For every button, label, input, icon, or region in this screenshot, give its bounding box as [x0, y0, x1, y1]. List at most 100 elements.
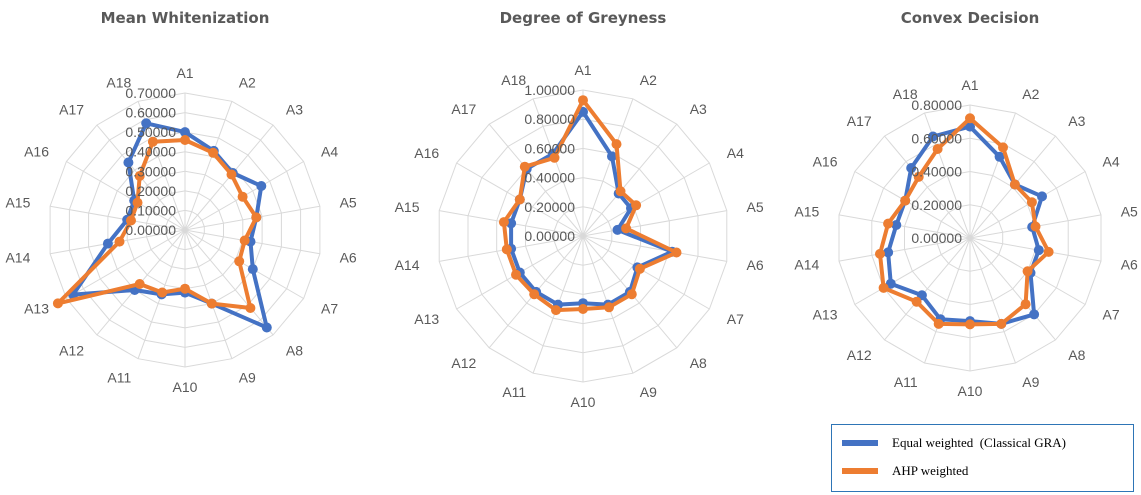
category-label: A7	[727, 311, 744, 327]
data-point-ahp-A12	[911, 296, 922, 307]
data-point-equal-A5	[612, 224, 623, 235]
grid-spoke	[532, 98, 584, 237]
category-label: A3	[1068, 113, 1085, 129]
legend-item-ahp-weighted: AHP weighted	[842, 461, 968, 481]
data-point-ahp-A9	[206, 298, 217, 309]
data-point-ahp-A15	[126, 215, 136, 226]
grid-spoke	[969, 237, 1056, 341]
category-label: A13	[414, 311, 439, 327]
radar-chart-3: Convex Decision A1 A2 A3 A4 A5 A6 A7 A8 A9 A10 A11 A…	[794, 9, 1138, 399]
category-label: A11	[107, 370, 131, 386]
legend: Equal weighted (Classical GRA) AHP weigh…	[831, 424, 1134, 492]
data-point-ahp-A2	[998, 142, 1008, 153]
category-label: A16	[414, 145, 439, 161]
data-point-ahp-A10	[965, 319, 975, 330]
chart-title: Convex Decision	[901, 9, 1040, 27]
grid-spoke	[184, 229, 304, 299]
category-label: A1	[176, 65, 193, 81]
category-label: A12	[451, 355, 476, 371]
category-label: A10	[958, 383, 983, 399]
tick-label: 0.70000	[125, 85, 176, 101]
category-label: A6	[747, 257, 764, 273]
data-point-ahp-A13	[511, 269, 521, 280]
data-point-equal-A14	[883, 247, 894, 258]
category-label: A11	[894, 374, 918, 390]
category-label: A4	[321, 144, 338, 160]
data-point-ahp-A5	[251, 212, 262, 223]
grid-spoke	[884, 237, 971, 341]
tick-label: 0.80000	[524, 111, 575, 127]
tick-label: 0.20000	[524, 199, 575, 215]
data-point-ahp-A6	[239, 235, 250, 246]
data-point-equal-A7	[247, 264, 258, 275]
category-label: A15	[794, 203, 819, 219]
grid-spoke	[838, 237, 971, 262]
data-point-ahp-A4	[631, 200, 642, 211]
tick-label: 0.40000	[524, 170, 575, 186]
data-point-ahp-A9	[996, 318, 1007, 329]
grid-spoke	[582, 210, 727, 237]
grid-spoke	[66, 161, 186, 231]
category-label: A7	[1103, 307, 1120, 323]
tick-label: 0.60000	[524, 140, 575, 156]
data-point-ahp-A6	[1043, 246, 1054, 257]
category-label: A11	[502, 384, 526, 400]
data-point-equal-A8	[1029, 309, 1040, 320]
grid-spoke	[184, 229, 274, 336]
tick-label: 0.20000	[911, 197, 962, 213]
data-point-ahp-A18	[932, 144, 943, 154]
radar-chart-2: Degree of Greyness A1 A2 A3 A4 A5 A6 A7 A8 A9 A10 A…	[395, 9, 764, 410]
data-point-ahp-A17	[519, 161, 530, 172]
data-point-ahp-A8	[245, 303, 256, 313]
data-point-ahp-A2	[611, 139, 622, 150]
data-point-equal-A18	[141, 118, 152, 129]
chart-title: Mean Whitenization	[101, 9, 270, 27]
grid-spoke	[582, 123, 678, 237]
radar-chart-1: Mean Whitenization A1 A2 A3 A4 A5 A6 A7 A8 A9 A10 A…	[5, 9, 356, 395]
legend-label-ahp-weighted: AHP weighted	[892, 463, 969, 478]
data-point-equal-A1	[965, 121, 975, 132]
tick-label: 0.40000	[125, 144, 176, 160]
tick-label: 0.80000	[911, 97, 962, 113]
category-label: A5	[340, 195, 357, 211]
category-label: A13	[24, 301, 49, 317]
data-point-ahp-A14	[114, 236, 125, 247]
grid-spoke	[854, 237, 971, 305]
category-label: A12	[847, 347, 872, 363]
category-label: A4	[727, 145, 744, 161]
data-point-ahp-A11	[551, 305, 561, 316]
category-label: A18	[501, 72, 526, 88]
data-point-equal-A17	[123, 157, 134, 168]
data-point-ahp-A16	[514, 194, 525, 205]
grid-spoke	[50, 205, 186, 231]
category-label: A14	[5, 249, 30, 265]
data-point-equal-A4	[256, 181, 267, 191]
grid-spoke	[884, 135, 971, 239]
tick-label: 0.30000	[125, 163, 176, 179]
category-label: A15	[395, 199, 420, 215]
legend-item-equal-weighted: Equal weighted (Classical GRA)	[842, 433, 1066, 453]
data-point-ahp-A7	[1022, 266, 1033, 277]
data-point-ahp-A2	[208, 147, 219, 158]
tick-label: 0.00000	[911, 230, 962, 246]
data-point-equal-A1	[180, 127, 190, 138]
data-point-ahp-A16	[132, 197, 143, 208]
category-label: A16	[24, 144, 49, 160]
grid-spoke	[854, 171, 971, 239]
grid-spoke	[184, 229, 233, 359]
tick-label: 0.60000	[911, 130, 962, 146]
data-point-ahp-A18	[549, 152, 560, 163]
chart-title: Degree of Greyness	[500, 9, 667, 27]
grid-spoke	[924, 237, 971, 364]
data-point-ahp-A18	[147, 136, 158, 147]
data-point-ahp-A14	[501, 244, 512, 255]
tick-label: 0.50000	[125, 124, 176, 140]
category-label: A4	[1103, 154, 1120, 170]
category-label: A5	[1121, 203, 1138, 219]
grid-spoke	[582, 235, 727, 262]
data-point-ahp-A3	[615, 186, 626, 197]
data-point-ahp-A11	[933, 318, 944, 329]
category-label: A3	[286, 102, 303, 118]
category-label: A2	[640, 72, 657, 88]
